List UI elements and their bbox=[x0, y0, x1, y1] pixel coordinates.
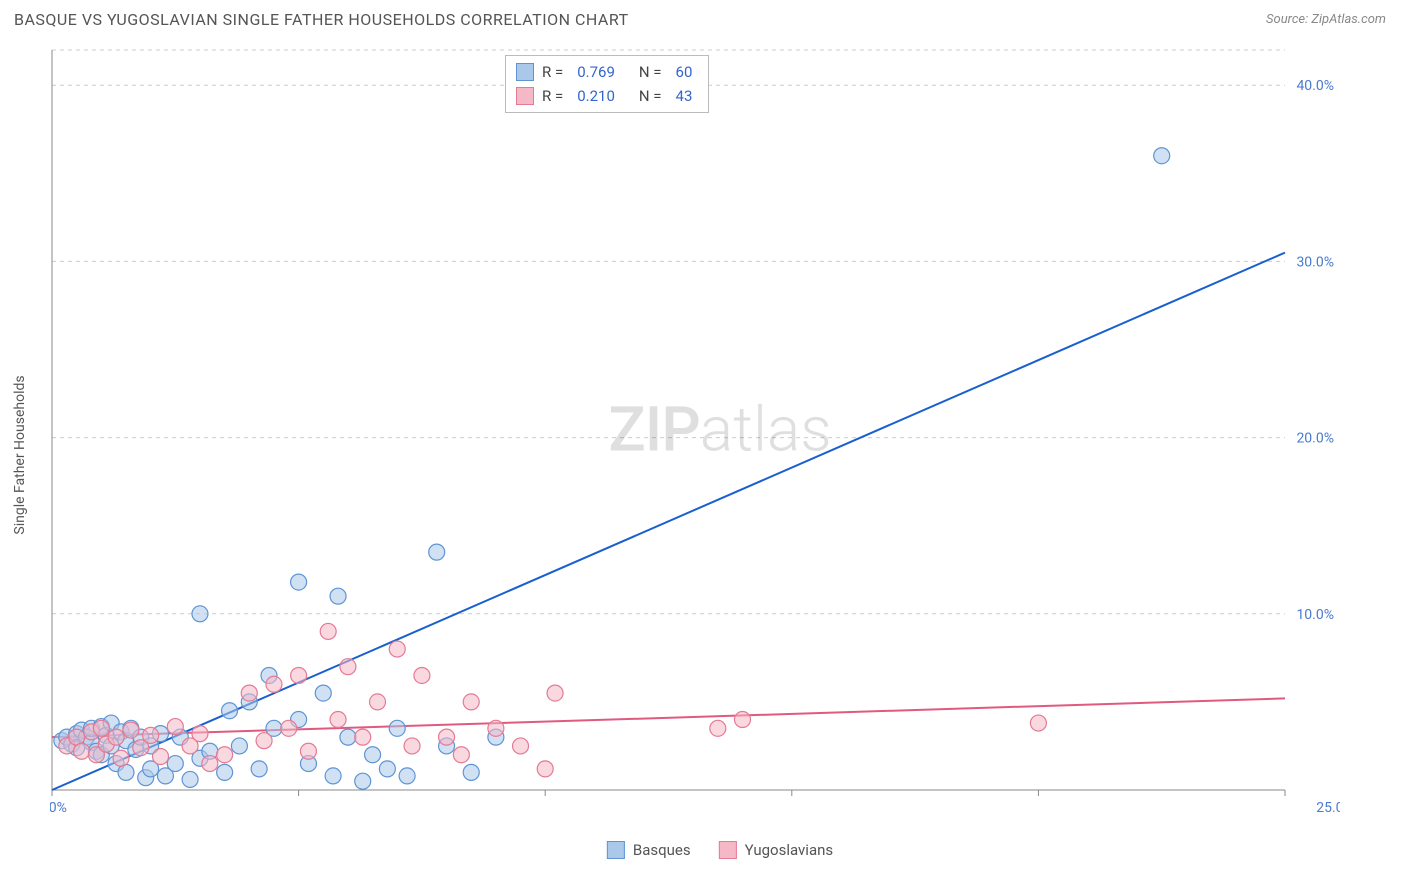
svg-text:30.0%: 30.0% bbox=[1296, 254, 1334, 270]
legend-swatch bbox=[719, 841, 737, 859]
svg-text:25.0%: 25.0% bbox=[1316, 800, 1340, 816]
chart-source: Source: ZipAtlas.com bbox=[1266, 12, 1386, 27]
series-legend-label: Basques bbox=[633, 841, 691, 859]
svg-text:40.0%: 40.0% bbox=[1296, 78, 1334, 94]
scatter-plot: 0.0% 25.0% 10.0% 20.0% 30.0% 40.0% bbox=[50, 45, 1340, 825]
n-value: 43 bbox=[676, 84, 693, 108]
n-label: N = bbox=[639, 60, 662, 84]
r-label: R = bbox=[542, 84, 563, 108]
series-legend-item: Basques bbox=[607, 841, 691, 859]
legend-swatch bbox=[516, 63, 534, 81]
r-value: 0.769 bbox=[577, 60, 615, 84]
chart-title: BASQUE VS YUGOSLAVIAN SINGLE FATHER HOUS… bbox=[14, 10, 629, 29]
chart-header: BASQUE VS YUGOSLAVIAN SINGLE FATHER HOUS… bbox=[0, 0, 1406, 37]
n-label: N = bbox=[639, 84, 662, 108]
legend-swatch bbox=[516, 87, 534, 105]
svg-text:20.0%: 20.0% bbox=[1296, 431, 1334, 447]
correlation-legend-row: R = 0.210 N = 43 bbox=[516, 84, 698, 108]
y-axis-label: Single Father Households bbox=[12, 375, 28, 534]
series-legend-label: Yugoslavians bbox=[745, 841, 834, 859]
svg-text:0.0%: 0.0% bbox=[50, 800, 67, 816]
n-value: 60 bbox=[676, 60, 693, 84]
series-legend: Basques Yugoslavians bbox=[607, 841, 833, 859]
svg-text:10.0%: 10.0% bbox=[1296, 607, 1334, 623]
r-value: 0.210 bbox=[577, 84, 615, 108]
r-label: R = bbox=[542, 60, 563, 84]
chart-container: Single Father Households 0.0%25.0%10.0%2… bbox=[50, 45, 1390, 865]
legend-swatch bbox=[607, 841, 625, 859]
correlation-legend: R = 0.769 N = 60 R = 0.210 N = 43 bbox=[505, 55, 709, 113]
series-legend-item: Yugoslavians bbox=[719, 841, 834, 859]
correlation-legend-row: R = 0.769 N = 60 bbox=[516, 60, 698, 84]
